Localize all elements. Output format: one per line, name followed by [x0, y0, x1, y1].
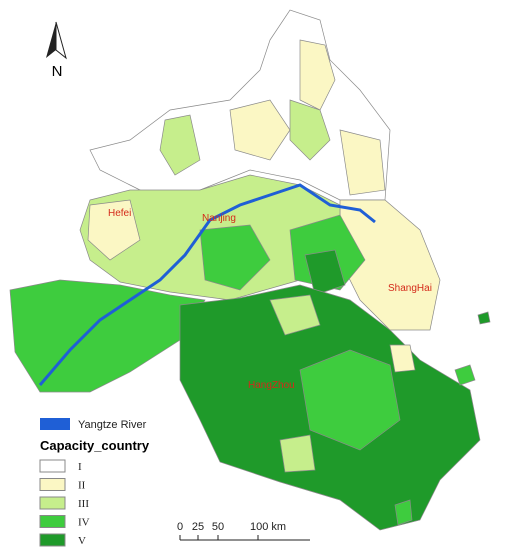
island [394, 499, 413, 526]
region [87, 199, 141, 261]
legend-swatch [40, 418, 70, 430]
north-arrow: N [46, 21, 67, 80]
region [9, 279, 206, 393]
region [299, 39, 336, 111]
legend-swatch [39, 478, 66, 491]
scale-label: 50 [212, 521, 224, 533]
region [304, 249, 346, 296]
region [229, 99, 291, 161]
region [159, 114, 201, 176]
legend-label: I [78, 461, 82, 473]
region [199, 224, 271, 291]
city-label: HangZhou [248, 380, 295, 391]
city-label: Hefei [108, 208, 131, 219]
legend-swatch [39, 533, 66, 547]
region [89, 9, 391, 201]
legend-swatch [39, 515, 66, 528]
region [339, 129, 386, 196]
scale-label: 25 [192, 521, 204, 533]
legend-title: Capacity_country [40, 438, 150, 453]
legend-swatch [39, 496, 66, 510]
legend-label: II [78, 480, 86, 492]
legend-label: III [78, 498, 89, 510]
legend-label: Yangtze River [78, 419, 147, 431]
island [454, 364, 476, 386]
north-label: N [52, 63, 63, 80]
scale-bar: 0 25 50 100 km [177, 521, 310, 541]
region [289, 99, 331, 161]
region [389, 344, 416, 373]
region [279, 434, 316, 473]
map-regions [9, 9, 491, 531]
island [477, 311, 491, 325]
yangtze-river [38, 183, 376, 386]
legend-swatch [39, 459, 66, 473]
scale-label: 0 [177, 521, 183, 533]
city-label: ShangHai [388, 283, 432, 294]
legend-label: V [78, 535, 86, 547]
region [269, 294, 321, 336]
city-label: Nanjing [202, 213, 236, 224]
legend-label: IV [78, 517, 90, 529]
scale-label: 100 km [250, 521, 286, 533]
region [299, 349, 401, 451]
